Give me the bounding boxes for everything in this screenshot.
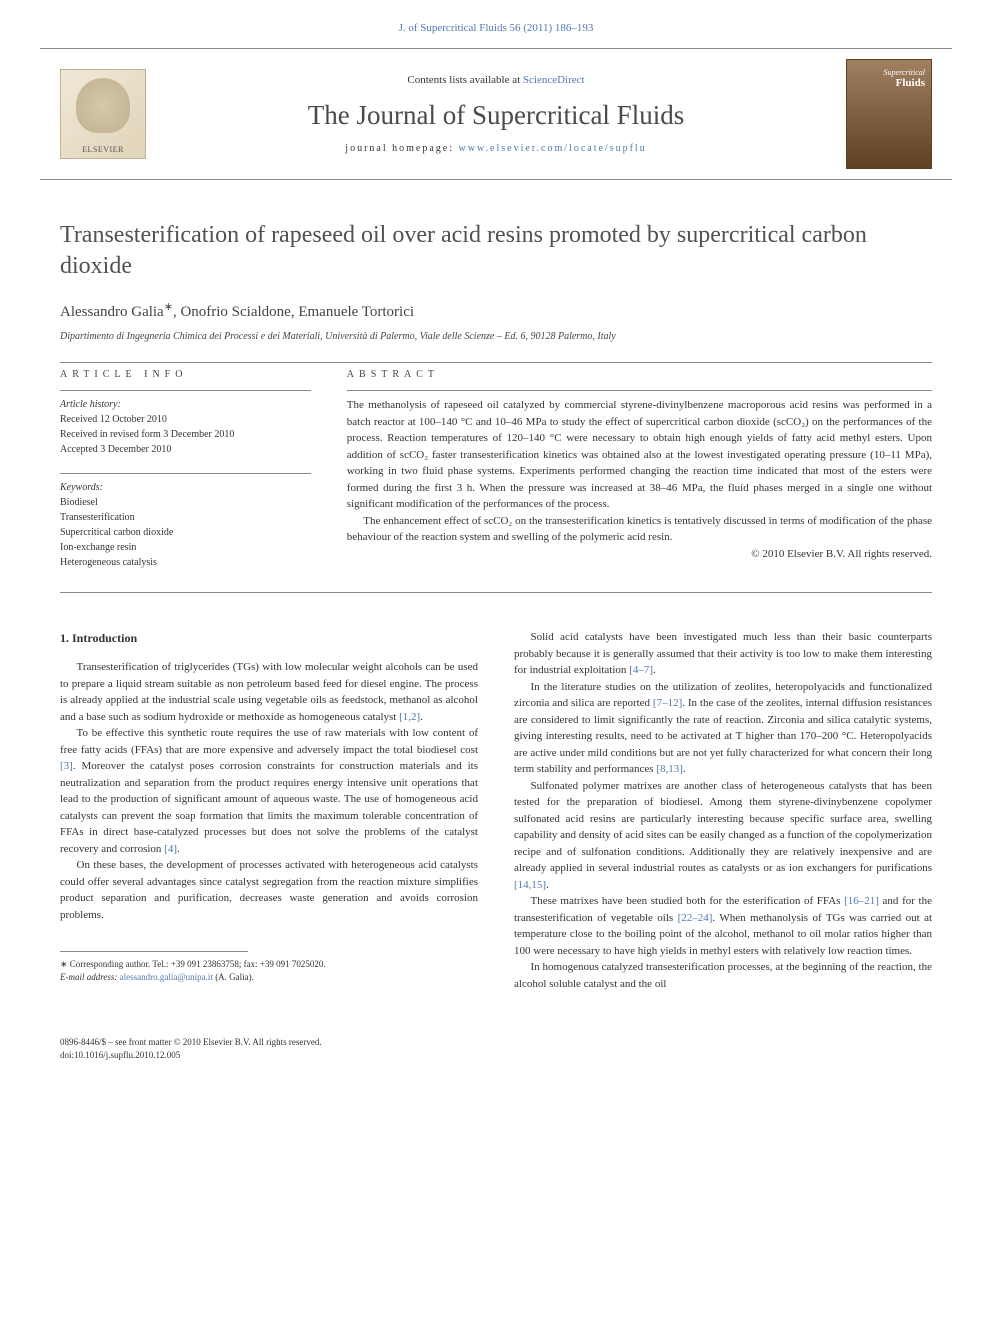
footer-meta: 0896-8446/$ – see front matter © 2010 El… xyxy=(0,1036,992,1081)
keyword: Supercritical carbon dioxide xyxy=(60,525,311,540)
journal-cover-text: Supercritical Fluids xyxy=(884,68,925,89)
journal-citation: J. of Supercritical Fluids 56 (2011) 186… xyxy=(399,22,594,34)
email-suffix: (A. Galia). xyxy=(213,972,254,982)
body-paragraph: On these bases, the development of proce… xyxy=(60,857,478,923)
abstract-heading: ABSTRACT xyxy=(347,369,932,380)
body-columns: 1. Introduction Transesterification of t… xyxy=(60,629,932,992)
journal-homepage-line: journal homepage: www.elsevier.com/locat… xyxy=(146,143,846,154)
journal-homepage-link[interactable]: www.elsevier.com/locate/supflu xyxy=(459,143,647,154)
citation-link[interactable]: [4–7] xyxy=(629,664,653,676)
author-1: Alessandro Galia xyxy=(60,304,164,320)
info-divider-2 xyxy=(60,473,311,474)
keywords-block: Keywords: Biodiesel Transesterification … xyxy=(60,480,311,570)
citation-link[interactable]: [22–24] xyxy=(678,912,713,924)
copyright-line: © 2010 Elsevier B.V. All rights reserved… xyxy=(347,548,932,560)
body-paragraph: These matrixes have been studied both fo… xyxy=(514,893,932,959)
footnote-mark: ∗ xyxy=(60,959,68,969)
keyword: Ion-exchange resin xyxy=(60,540,311,555)
keywords-heading: Keywords: xyxy=(60,480,311,495)
contents-prefix: Contents lists available at xyxy=(407,74,522,86)
abstract-column: ABSTRACT The methanolysis of rapeseed oi… xyxy=(347,369,932,586)
keyword: Biodiesel xyxy=(60,495,311,510)
citation-link[interactable]: [14,15] xyxy=(514,879,546,891)
history-revised: Received in revised form 3 December 2010 xyxy=(60,427,311,442)
history-received: Received 12 October 2010 xyxy=(60,412,311,427)
divider-bottom xyxy=(60,592,932,593)
corresponding-author-footnote: ∗ Corresponding author. Tel.: +39 091 23… xyxy=(60,958,478,983)
citation-link[interactable]: [16–21] xyxy=(844,895,879,907)
publisher-logo: ELSEVIER xyxy=(60,69,146,159)
abstract-paragraph: The methanolysis of rapeseed oil catalyz… xyxy=(347,397,932,513)
sciencedirect-link[interactable]: ScienceDirect xyxy=(523,74,585,86)
authors-rest: , Onofrio Scialdone, Emanuele Tortorici xyxy=(173,304,414,320)
divider-top xyxy=(60,362,932,363)
doi-line: doi:10.1016/j.supflu.2010.12.005 xyxy=(60,1049,932,1062)
body-paragraph: In homogenous catalyzed transesterificat… xyxy=(514,959,932,992)
front-matter-line: 0896-8446/$ – see front matter © 2010 El… xyxy=(60,1036,932,1049)
citation-link[interactable]: [8,13] xyxy=(656,763,683,775)
article-container: Transesterification of rapeseed oil over… xyxy=(0,180,992,1022)
journal-citation-bar: J. of Supercritical Fluids 56 (2011) 186… xyxy=(0,0,992,44)
body-paragraph: Sulfonated polymer matrixes are another … xyxy=(514,778,932,894)
body-paragraph: Solid acid catalysts have been investiga… xyxy=(514,629,932,679)
history-accepted: Accepted 3 December 2010 xyxy=(60,442,311,457)
citation-link[interactable]: [3] xyxy=(60,760,73,772)
intro-heading: 1. Introduction xyxy=(60,629,478,647)
corresponding-author-mark: ∗ xyxy=(164,301,173,313)
citation-link[interactable]: [7–12] xyxy=(653,697,682,709)
article-title: Transesterification of rapeseed oil over… xyxy=(60,220,932,282)
article-history-block: Article history: Received 12 October 201… xyxy=(60,397,311,457)
abstract-paragraph: The enhancement effect of scCO₂ on the t… xyxy=(347,513,932,546)
journal-title: The Journal of Supercritical Fluids xyxy=(146,100,846,131)
email-label: E-mail address: xyxy=(60,972,120,982)
homepage-prefix: journal homepage: xyxy=(345,143,458,154)
footnote-divider xyxy=(60,951,248,952)
journal-cover-thumbnail: Supercritical Fluids xyxy=(846,59,932,169)
masthead: ELSEVIER Contents lists available at Sci… xyxy=(40,48,952,180)
info-divider-1 xyxy=(60,390,311,391)
authors-line: Alessandro Galia∗, Onofrio Scialdone, Em… xyxy=(60,300,932,321)
abstract-divider xyxy=(347,390,932,391)
body-paragraph: In the literature studies on the utiliza… xyxy=(514,679,932,778)
citation-link[interactable]: [4] xyxy=(164,843,177,855)
footnote-text: Corresponding author. Tel.: +39 091 2386… xyxy=(68,959,326,969)
article-info-heading: ARTICLE INFO xyxy=(60,369,311,380)
abstract-text: The methanolysis of rapeseed oil catalyz… xyxy=(347,397,932,546)
publisher-name: ELSEVIER xyxy=(82,145,124,154)
left-column: 1. Introduction Transesterification of t… xyxy=(60,629,478,992)
contents-available-line: Contents lists available at ScienceDirec… xyxy=(146,74,846,86)
keyword: Transesterification xyxy=(60,510,311,525)
article-info-column: ARTICLE INFO Article history: Received 1… xyxy=(60,369,311,586)
citation-link[interactable]: [1,2] xyxy=(399,711,420,723)
history-heading: Article history: xyxy=(60,397,311,412)
keyword: Heterogeneous catalysis xyxy=(60,555,311,570)
body-paragraph: To be effective this synthetic route req… xyxy=(60,725,478,857)
body-paragraph: Transesterification of triglycerides (TG… xyxy=(60,659,478,725)
email-link[interactable]: alessandro.galia@unipa.it xyxy=(120,972,213,982)
info-abstract-row: ARTICLE INFO Article history: Received 1… xyxy=(60,369,932,586)
affiliation: Dipartimento di Ingegneria Chimica dei P… xyxy=(60,331,932,342)
right-column: Solid acid catalysts have been investiga… xyxy=(514,629,932,992)
masthead-center: Contents lists available at ScienceDirec… xyxy=(146,74,846,154)
